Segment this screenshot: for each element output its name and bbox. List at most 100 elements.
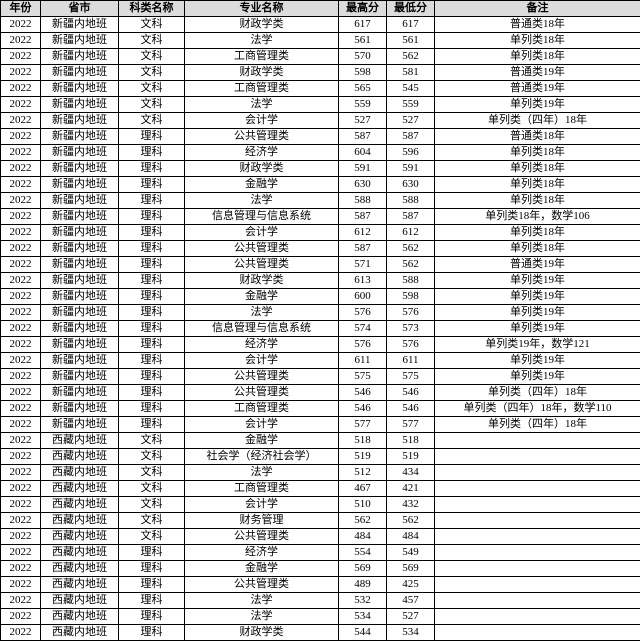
table-cell: 588: [387, 273, 435, 289]
table-cell: 570: [339, 49, 387, 65]
table-cell: 562: [387, 49, 435, 65]
table-cell: 经济学: [185, 337, 339, 353]
table-cell: 425: [387, 577, 435, 593]
table-cell: 576: [339, 337, 387, 353]
table-cell: 467: [339, 481, 387, 497]
table-row: 2022新疆内地班理科财政学类613588单列类19年: [1, 273, 640, 289]
table-header-row: 年份省市科类名称专业名称最高分最低分备注: [1, 1, 640, 17]
table-cell: 457: [387, 593, 435, 609]
table-cell: 575: [339, 369, 387, 385]
table-cell: 新疆内地班: [41, 129, 119, 145]
table-cell: 公共管理类: [185, 129, 339, 145]
table-cell: 2022: [1, 369, 41, 385]
table-cell: 新疆内地班: [41, 225, 119, 241]
table-cell: 489: [339, 577, 387, 593]
table-cell: 2022: [1, 177, 41, 193]
table-cell: 西藏内地班: [41, 545, 119, 561]
table-cell: 527: [387, 113, 435, 129]
table-cell: 577: [387, 417, 435, 433]
table-cell: 604: [339, 145, 387, 161]
table-cell: [435, 513, 640, 529]
table-cell: [435, 545, 640, 561]
table-cell: 文科: [119, 433, 185, 449]
table-cell: 新疆内地班: [41, 113, 119, 129]
table-cell: 2022: [1, 401, 41, 417]
table-cell: 2022: [1, 113, 41, 129]
table-cell: 工商管理类: [185, 481, 339, 497]
table-cell: 文科: [119, 529, 185, 545]
table-cell: 单列类19年: [435, 289, 640, 305]
col-header: 省市: [41, 1, 119, 17]
table-cell: 新疆内地班: [41, 145, 119, 161]
table-cell: 财务管理: [185, 513, 339, 529]
table-cell: 理科: [119, 593, 185, 609]
table-cell: 2022: [1, 465, 41, 481]
table-cell: 561: [387, 33, 435, 49]
table-cell: 591: [339, 161, 387, 177]
table-cell: 西藏内地班: [41, 449, 119, 465]
table-cell: 588: [339, 193, 387, 209]
table-row: 2022新疆内地班文科会计学527527单列类（四年）18年: [1, 113, 640, 129]
table-cell: 西藏内地班: [41, 609, 119, 625]
table-cell: 理科: [119, 193, 185, 209]
table-cell: 546: [339, 401, 387, 417]
col-header: 科类名称: [119, 1, 185, 17]
table-cell: [435, 593, 640, 609]
table-cell: [435, 625, 640, 641]
table-row: 2022新疆内地班理科金融学600598单列类19年: [1, 289, 640, 305]
table-cell: 2022: [1, 305, 41, 321]
table-row: 2022新疆内地班理科会计学612612单列类18年: [1, 225, 640, 241]
table-cell: 576: [387, 305, 435, 321]
col-header: 最低分: [387, 1, 435, 17]
table-cell: 2022: [1, 513, 41, 529]
table-cell: 534: [387, 625, 435, 641]
table-cell: 财政学类: [185, 17, 339, 33]
table-cell: 2022: [1, 353, 41, 369]
table-cell: 432: [387, 497, 435, 513]
table-cell: 565: [339, 81, 387, 97]
col-header: 最高分: [339, 1, 387, 17]
table-cell: 2022: [1, 161, 41, 177]
table-cell: 527: [339, 113, 387, 129]
table-cell: 2022: [1, 481, 41, 497]
table-cell: 新疆内地班: [41, 97, 119, 113]
table-cell: 2022: [1, 529, 41, 545]
table-cell: 单列类18年: [435, 33, 640, 49]
table-cell: 534: [339, 609, 387, 625]
table-row: 2022西藏内地班文科法学512434: [1, 465, 640, 481]
table-cell: 文科: [119, 113, 185, 129]
table-cell: 单列类19年: [435, 97, 640, 113]
table-cell: 2022: [1, 321, 41, 337]
table-cell: 2022: [1, 65, 41, 81]
table-cell: 2022: [1, 497, 41, 513]
table-cell: 2022: [1, 81, 41, 97]
table-cell: 单列类18年: [435, 225, 640, 241]
table-cell: 2022: [1, 625, 41, 641]
table-cell: 577: [339, 417, 387, 433]
table-cell: 519: [339, 449, 387, 465]
table-cell: 新疆内地班: [41, 49, 119, 65]
table-cell: 2022: [1, 417, 41, 433]
table-cell: 理科: [119, 625, 185, 641]
table-cell: 理科: [119, 177, 185, 193]
table-cell: 2022: [1, 385, 41, 401]
table-row: 2022西藏内地班文科工商管理类467421: [1, 481, 640, 497]
table-cell: 2022: [1, 225, 41, 241]
table-row: 2022新疆内地班理科法学588588单列类18年: [1, 193, 640, 209]
table-cell: 单列类19年: [435, 273, 640, 289]
table-cell: 工商管理类: [185, 49, 339, 65]
table-cell: 2022: [1, 49, 41, 65]
table-cell: 518: [387, 433, 435, 449]
table-cell: 新疆内地班: [41, 209, 119, 225]
table-cell: 单列类（四年）18年，数学110: [435, 401, 640, 417]
table-cell: 510: [339, 497, 387, 513]
table-cell: 单列类19年，数学121: [435, 337, 640, 353]
table-cell: 546: [339, 385, 387, 401]
table-row: 2022新疆内地班理科公共管理类587587普通类18年: [1, 129, 640, 145]
table-cell: 571: [339, 257, 387, 273]
table-cell: 569: [387, 561, 435, 577]
table-cell: [435, 449, 640, 465]
table-cell: 新疆内地班: [41, 81, 119, 97]
table-cell: 单列类18年，数学106: [435, 209, 640, 225]
table-cell: 普通类18年: [435, 17, 640, 33]
